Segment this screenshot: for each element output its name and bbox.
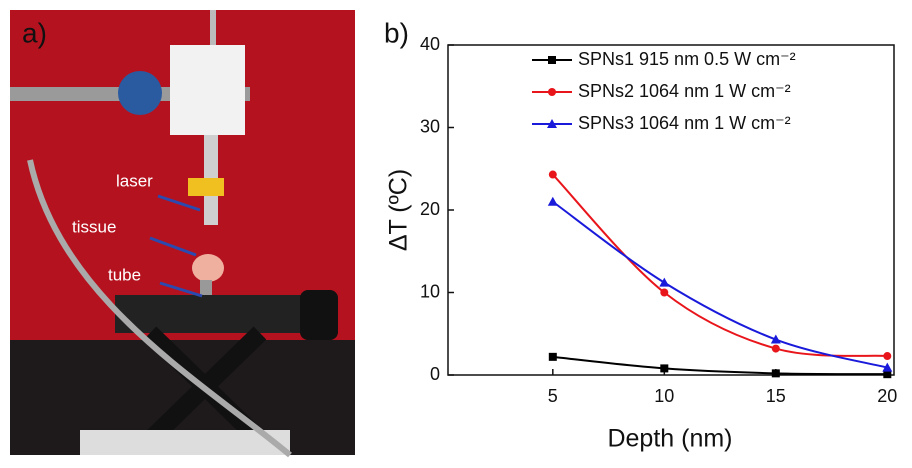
- x-tick-label: 20: [877, 386, 897, 406]
- base: [80, 430, 290, 455]
- tissue: [192, 254, 224, 282]
- fiber-cable: [27, 159, 292, 458]
- chart: b) Depth (nm) ΔT (ºC) 0 10 20 30 40 5 10 15 20 SP…: [384, 17, 897, 452]
- marker: [660, 364, 669, 373]
- x-tick-label: 15: [766, 386, 786, 406]
- y-tick-label: 30: [420, 116, 440, 136]
- marker: [660, 288, 669, 297]
- marker: [771, 344, 780, 353]
- marker: [548, 170, 557, 179]
- marker: [770, 334, 781, 344]
- laser-tag: [188, 178, 224, 196]
- marker: [547, 196, 558, 206]
- y-tick-label: 40: [420, 34, 440, 54]
- panel-label: a): [22, 17, 47, 48]
- legend-marker: [548, 56, 556, 64]
- marker: [883, 370, 892, 379]
- clamp-knob: [118, 71, 162, 115]
- series-line: [552, 355, 888, 376]
- y-tick-label: 0: [430, 364, 440, 384]
- arrow: [157, 194, 201, 212]
- legend-label: SPNs2 1064 nm 1 W cm⁻²: [578, 81, 791, 101]
- panel-label: b): [384, 17, 409, 48]
- annotation: tissue: [72, 217, 116, 236]
- x-axis-label: Depth (nm): [607, 425, 732, 453]
- series-line: [552, 173, 888, 358]
- tube: [200, 280, 212, 298]
- paper-towel: [170, 45, 245, 135]
- marker: [883, 352, 892, 361]
- y-tick-label: 10: [420, 281, 440, 301]
- marker: [771, 369, 780, 378]
- annotation: tube: [108, 265, 141, 284]
- legend-label: SPNs1 915 nm 0.5 W cm⁻²: [578, 49, 796, 69]
- photo: a) laser tissue tube: [10, 10, 355, 458]
- legend-label: SPNs3 1064 nm 1 W cm⁻²: [578, 113, 791, 133]
- marker: [659, 277, 670, 287]
- legend-marker: [547, 119, 557, 128]
- arrow: [159, 281, 203, 298]
- marker: [882, 362, 893, 372]
- stage-top: [115, 295, 315, 333]
- x-tick-label: 10: [654, 386, 674, 406]
- series-line: [552, 200, 888, 369]
- arrow: [149, 236, 197, 257]
- x-tick-label: 5: [548, 386, 558, 406]
- stage-knob: [300, 290, 338, 340]
- annotation: laser: [116, 171, 153, 190]
- legend-marker: [548, 88, 556, 96]
- y-axis-label: ΔT (ºC): [385, 169, 413, 251]
- y-tick-label: 20: [420, 199, 440, 219]
- marker: [548, 352, 557, 361]
